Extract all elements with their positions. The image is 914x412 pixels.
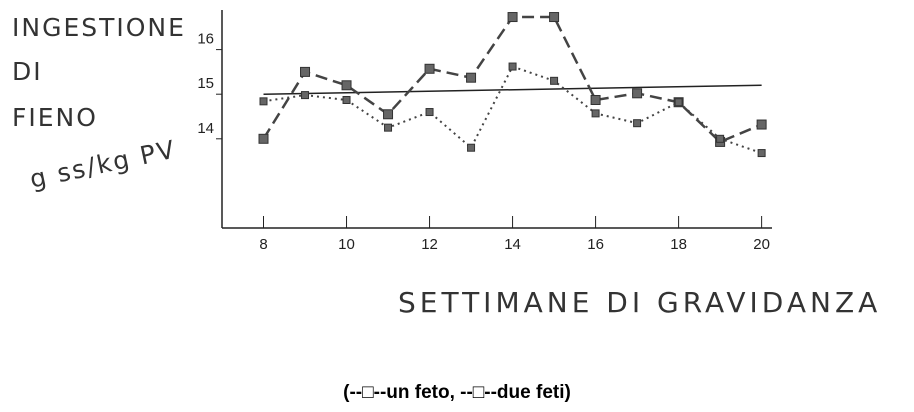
y-label-line: DI (12, 57, 43, 86)
marker (716, 134, 725, 143)
marker (507, 12, 518, 23)
marker (508, 62, 517, 71)
marker (550, 76, 559, 85)
x-tick-label: 8 (259, 236, 267, 253)
y-label-line: g ss/kg PV (27, 135, 179, 194)
x-tick-label: 10 (338, 236, 355, 253)
x-axis-label: SETTIMANE DI GRAVIDANZA (398, 286, 881, 319)
y-tick-label: 16 (197, 31, 214, 48)
reference-line (263, 84, 762, 95)
marker (466, 72, 477, 83)
marker (590, 94, 601, 105)
marker (342, 95, 351, 104)
marker (301, 91, 310, 100)
series-line (262, 15, 763, 144)
marker (756, 119, 767, 130)
marker (425, 108, 434, 117)
marker (757, 149, 766, 158)
marker (591, 109, 600, 118)
x-tick-label: 12 (421, 236, 438, 253)
y-tick-label: 14 (197, 120, 214, 137)
marker (549, 12, 560, 23)
marker (633, 119, 642, 128)
marker (424, 63, 435, 74)
x-tick-label: 18 (670, 236, 687, 253)
y-tick-label: 15 (197, 75, 214, 92)
marker (341, 80, 352, 91)
x-tick-label: 16 (587, 236, 604, 253)
marker (259, 97, 268, 106)
caption: (--□--un feto, --□--due feti) (343, 382, 571, 403)
x-tick-label: 20 (753, 236, 770, 253)
marker (258, 133, 269, 144)
marker (384, 123, 393, 132)
marker (674, 98, 683, 107)
y-label-line: FIENO (12, 103, 98, 132)
x-tick-label: 14 (504, 236, 521, 253)
marker (383, 109, 394, 120)
marker (467, 143, 476, 152)
marker (300, 66, 311, 77)
marker (632, 88, 643, 99)
y-label-line: INGESTIONE (12, 13, 186, 42)
